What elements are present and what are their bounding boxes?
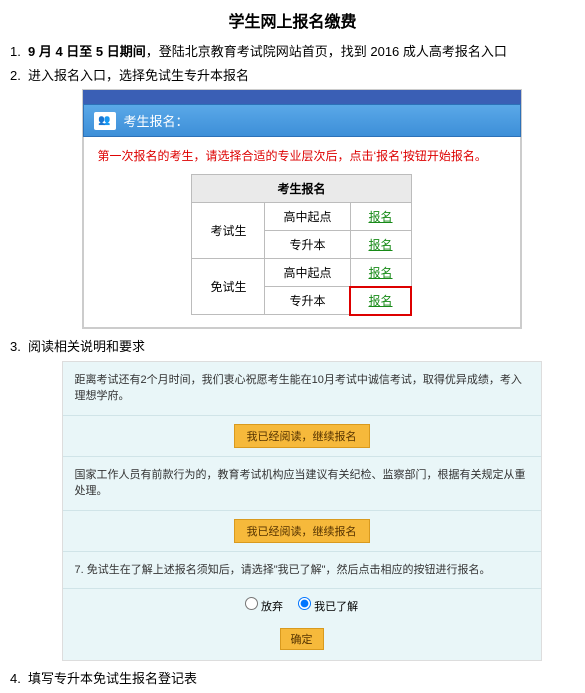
steps-list: 1. 9 月 4 日至 5 日期间，登陆北京教育考试院网站首页，找到 2016 … <box>0 42 585 689</box>
step-3-text: 阅读相关说明和要求 <box>28 339 145 354</box>
step-4-text: 填写专升本免试生报名登记表 <box>28 671 197 686</box>
agreement-text-2: 国家工作人员有前款行为的，教育考试机构应当建议有关纪检、监察部门，根据有关规定从… <box>63 456 541 510</box>
radio-understood-label: 我已了解 <box>314 601 358 613</box>
signup-link[interactable]: 报名 <box>369 210 393 224</box>
step-1-rest: ，登陆北京教育考试院网站首页，找到 2016 成人高考报名入口 <box>146 44 507 59</box>
level: 高中起点 <box>265 203 350 231</box>
step-num: 3. <box>10 337 21 357</box>
continue-button-1[interactable]: 我已经阅读，继续报名 <box>234 424 370 448</box>
button-row: 我已经阅读，继续报名 <box>63 415 541 456</box>
red-instruction: 第一次报名的考生，请选择合适的专业层次后，点击‘报名’按钮开始报名。 <box>94 147 510 164</box>
level: 专升本 <box>265 231 350 259</box>
signup-table: 考生报名 考试生 高中起点 报名 专升本 报名 免试生 高中起点 报名 <box>191 174 411 315</box>
radio-abandon[interactable]: 放弃 <box>245 601 283 613</box>
signup-link[interactable]: 报名 <box>369 266 393 280</box>
step-1-bold: 9 月 4 日至 5 日期间 <box>28 44 146 59</box>
step-1: 1. 9 月 4 日至 5 日期间，登陆北京教育考试院网站首页，找到 2016 … <box>28 42 575 62</box>
panel-header: 👥 考生报名： <box>83 104 521 137</box>
signup-link[interactable]: 报名 <box>369 238 393 252</box>
signup-link-highlighted[interactable]: 报名 <box>369 294 393 308</box>
screenshot-agreement: 距离考试还有2个月时间，我们衷心祝愿考生能在10月考试中诚信考试，取得优异成绩，… <box>62 361 542 662</box>
step-num: 1. <box>10 42 21 62</box>
nav-bar <box>83 90 521 104</box>
panel-title: 考生报名： <box>124 111 189 130</box>
agreement-text-1: 距离考试还有2个月时间，我们衷心祝愿考生能在10月考试中诚信考试，取得优异成绩，… <box>63 362 541 415</box>
step-4: 4. 填写专升本免试生报名登记表 <box>28 669 575 689</box>
screenshot-signup-table: 👥 考生报名： 第一次报名的考生，请选择合适的专业层次后，点击‘报名’按钮开始报… <box>82 89 522 329</box>
step-num: 2. <box>10 66 21 86</box>
level: 专升本 <box>265 287 350 315</box>
confirm-button[interactable]: 确定 <box>280 628 324 650</box>
panel-body: 第一次报名的考生，请选择合适的专业层次后，点击‘报名’按钮开始报名。 考生报名 … <box>83 137 521 328</box>
step-2-text: 进入报名入口，选择免试生专升本报名 <box>28 68 249 83</box>
users-icon: 👥 <box>94 112 116 130</box>
table-header: 考生报名 <box>192 175 411 203</box>
group-exempt: 免试生 <box>192 259 265 315</box>
step-num: 4. <box>10 669 21 689</box>
level: 高中起点 <box>265 259 350 287</box>
continue-button-2[interactable]: 我已经阅读，继续报名 <box>234 519 370 543</box>
agreement-text-3: 7. 免试生在了解上述报名须知后，请选择"我已了解"，然后点击相应的按钮进行报名… <box>63 551 541 589</box>
radio-row: 放弃 我已了解 <box>63 588 541 622</box>
group-exam: 考试生 <box>192 203 265 259</box>
button-row: 我已经阅读，继续报名 <box>63 510 541 551</box>
confirm-row: 确定 <box>63 622 541 660</box>
step-2: 2. 进入报名入口，选择免试生专升本报名 <box>28 66 575 86</box>
page-title: 学生网上报名缴费 <box>0 0 585 42</box>
radio-abandon-label: 放弃 <box>261 601 283 613</box>
radio-understood[interactable]: 我已了解 <box>298 601 358 613</box>
step-3: 3. 阅读相关说明和要求 <box>28 337 575 357</box>
